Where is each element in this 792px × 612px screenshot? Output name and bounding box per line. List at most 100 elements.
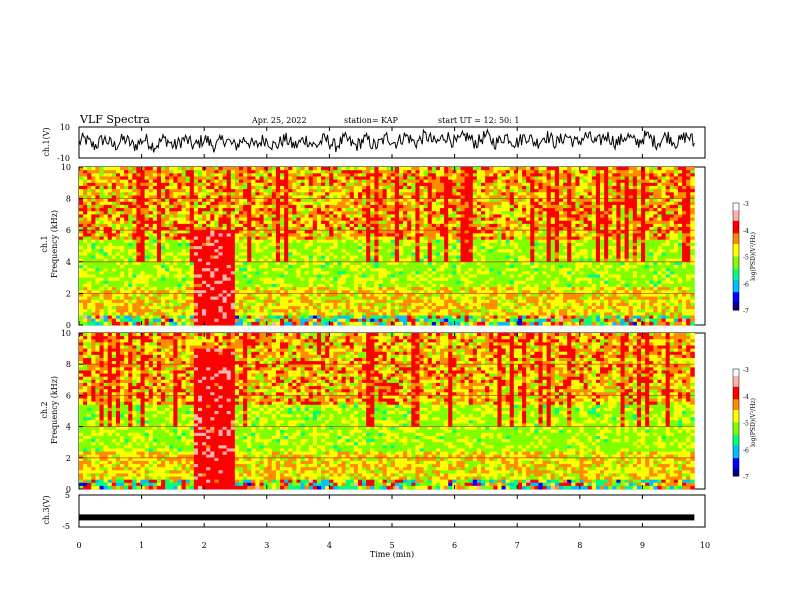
- spectrogram-cell: [440, 167, 445, 171]
- spectrogram-cell: [349, 211, 355, 215]
- spectrogram-cell: [95, 195, 100, 199]
- spectrogram-cell: [440, 283, 445, 288]
- spectrogram-cell: [271, 306, 277, 310]
- spectrogram-cell: [456, 239, 461, 244]
- spectrogram-cell: [267, 290, 273, 294]
- spectrogram-cell: [468, 170, 474, 174]
- spectrogram-cell: [481, 302, 486, 307]
- spectrogram-cell: [288, 290, 293, 294]
- spectrogram-cell: [165, 201, 170, 206]
- spectrogram-cell: [222, 274, 228, 278]
- spectrogram-cell: [189, 204, 195, 209]
- spectrogram-cell: [386, 230, 392, 234]
- spectrogram-cell: [427, 264, 433, 269]
- spectrogram-cell: [284, 306, 289, 310]
- spectrogram-cell: [284, 261, 289, 266]
- spectrogram-cell: [345, 299, 351, 304]
- spectrogram-cell: [427, 217, 433, 222]
- spectrogram-cell: [366, 179, 371, 184]
- spectrogram-cell: [440, 290, 445, 294]
- spectrogram-cell: [431, 179, 437, 184]
- spectrogram-cell: [403, 204, 408, 209]
- spectrogram-cell: [325, 176, 330, 181]
- spectrogram-cell: [460, 198, 466, 203]
- spectrogram-cell: [193, 246, 199, 250]
- spectrogram-cell: [148, 201, 154, 206]
- spectrogram-cell: [210, 277, 215, 282]
- spectrogram-cell: [316, 208, 322, 212]
- spectrogram-cell: [366, 299, 371, 304]
- spectrogram-cell: [206, 182, 211, 187]
- spectrogram-cell: [181, 271, 187, 275]
- spectrogram-cell: [386, 293, 392, 297]
- spectrogram-cell: [337, 249, 342, 253]
- spectrogram-cell: [444, 261, 449, 266]
- spectrogram-cell: [218, 167, 223, 171]
- spectrogram-cell: [394, 249, 400, 253]
- spectrogram-cell: [284, 214, 289, 218]
- spectrogram-cell: [345, 173, 351, 177]
- spectrogram-cell: [423, 255, 429, 260]
- spectrogram-cell: [267, 230, 273, 234]
- spectrogram-cell: [341, 223, 347, 228]
- spectrogram-cell: [329, 296, 334, 301]
- spectrogram-cell: [382, 189, 388, 193]
- spectrogram-cell: [99, 261, 105, 266]
- spectrogram-cell: [107, 173, 113, 177]
- spectrogram-cell: [136, 185, 141, 190]
- spectrogram-cell: [337, 211, 342, 215]
- spectrogram-cell: [79, 179, 84, 184]
- spectrogram-cell: [83, 271, 88, 275]
- spectrogram-cell: [243, 277, 248, 282]
- spectrogram-cell: [185, 302, 191, 307]
- spectrogram-cell: [349, 230, 355, 234]
- spectrogram-cell: [390, 321, 396, 326]
- spectrogram-cell: [300, 280, 306, 285]
- spectrogram-cell: [267, 239, 273, 244]
- spectrogram-cell: [251, 277, 256, 282]
- spectrogram-cell: [353, 189, 359, 193]
- spectrogram-cell: [312, 214, 318, 218]
- spectrogram-cell: [128, 233, 133, 237]
- spectrogram-cell: [456, 252, 461, 256]
- spectrogram-cell: [284, 227, 289, 231]
- spectrogram-cell: [263, 223, 269, 228]
- spectrogram-cell: [181, 299, 187, 304]
- spectrogram-cell: [202, 261, 207, 266]
- spectrogram-cell: [267, 242, 273, 247]
- spectrogram-cell: [161, 302, 166, 307]
- spectrogram-cell: [263, 192, 269, 196]
- spectrogram-cell: [115, 173, 121, 177]
- spectrogram-cell: [468, 223, 474, 228]
- spectrogram-cell: [83, 302, 88, 307]
- spectrogram-cell: [472, 233, 478, 237]
- spectrogram-cell: [234, 227, 240, 231]
- spectrogram-cell: [267, 309, 273, 313]
- spectrogram-cell: [452, 223, 457, 228]
- spectrogram-cell: [300, 312, 306, 316]
- spectrogram-cell: [214, 170, 219, 174]
- spectrogram-cell: [435, 173, 441, 177]
- spectrogram-cell: [423, 283, 429, 288]
- spectrogram-cell: [124, 176, 129, 181]
- spectrogram-cell: [403, 242, 408, 247]
- spectrogram-cell: [124, 223, 129, 228]
- spectrogram-cell: [255, 223, 260, 228]
- spectrogram-cell: [349, 315, 355, 320]
- spectrogram-cell: [169, 246, 174, 250]
- spectrogram-cell: [284, 290, 289, 294]
- spectrogram-cell: [161, 211, 166, 215]
- spectrogram-cell: [304, 230, 310, 234]
- spectrogram-cell: [337, 214, 342, 218]
- spectrogram-cell: [140, 176, 146, 181]
- spectrogram-cell: [448, 204, 453, 209]
- spectrogram-cell: [103, 271, 109, 275]
- spectrogram-cell: [366, 233, 371, 237]
- spectrogram-cell: [394, 271, 400, 275]
- spectrogram-cell: [255, 293, 260, 297]
- spectrogram-cell: [325, 315, 330, 320]
- spectrogram-cell: [460, 287, 466, 291]
- spectrogram-cell: [189, 299, 195, 304]
- spectrogram-cell: [124, 208, 129, 212]
- spectrogram-cell: [452, 242, 457, 247]
